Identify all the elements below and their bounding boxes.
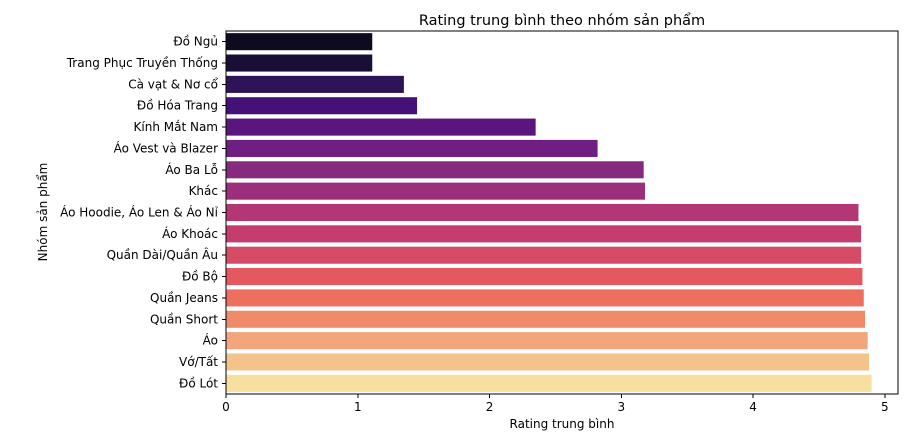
bar: [226, 161, 644, 179]
y-tick-label: Quần Dài/Quần Âu: [107, 247, 218, 262]
bar: [226, 182, 646, 200]
bar: [226, 225, 862, 243]
x-tick-label: 0: [222, 400, 230, 414]
plot-frame: [225, 30, 899, 395]
y-tick-label: Vớ/Tất: [179, 355, 218, 369]
x-tick-label: 3: [617, 400, 625, 414]
x-tick-label: 4: [749, 400, 757, 414]
x-tick-label: 5: [881, 400, 889, 414]
bar: [226, 54, 373, 72]
y-tick-label: Áo Hoodie, Áo Len & Áo Nỉ: [60, 205, 219, 220]
y-tick-label: Đồ Bộ: [182, 270, 218, 284]
y-tick-label: Áo Vest và Blazer: [114, 140, 218, 155]
bar: [226, 118, 536, 136]
y-tick-label: Cà vạt & Nơ cổ: [128, 77, 218, 91]
y-tick-label: Quần Short: [150, 312, 218, 326]
y-tick-label: Đồ Hóa Trang: [137, 99, 218, 113]
chart-title: Rating trung bình theo nhóm sản phẩm: [419, 12, 705, 29]
x-tick-label: 2: [486, 400, 494, 414]
y-tick-label: Áo Ba Lỗ: [165, 162, 218, 177]
bar: [226, 353, 870, 371]
y-tick-label: Đồ Ngủ: [173, 35, 218, 49]
y-tick-label: Quần Jeans: [150, 291, 218, 305]
y-tick-label: Áo Khoác: [162, 226, 218, 241]
y-tick-label: Đồ Lót: [179, 376, 218, 390]
y-axis-ticks: Đồ Ngủ Trang Phục Truyền Thống Cà vạt & Nơ…: [60, 35, 226, 390]
bar: [226, 310, 866, 328]
bar: [226, 374, 872, 392]
bar: [226, 203, 859, 222]
bar: [226, 33, 373, 51]
y-tick-label: Khác: [189, 184, 218, 198]
y-tick-label: Trang Phục Truyền Thống: [66, 56, 218, 70]
bar: [226, 332, 868, 350]
y-axis-label: Nhóm sản phẩm: [36, 163, 50, 262]
y-tick-label: Kính Mắt Nam: [134, 120, 218, 134]
x-axis-label: Rating trung bình: [510, 417, 615, 431]
bar: [226, 139, 598, 157]
bar: [226, 97, 418, 115]
y-tick-label: Áo: [203, 333, 218, 348]
bar: [226, 75, 404, 93]
x-tick-label: 1: [354, 400, 362, 414]
x-axis-ticks: 0 1 2 3 4 5: [222, 394, 889, 414]
bars-group: [226, 33, 872, 392]
bar: [226, 246, 862, 264]
bar: [226, 268, 863, 286]
bar: [226, 289, 864, 307]
